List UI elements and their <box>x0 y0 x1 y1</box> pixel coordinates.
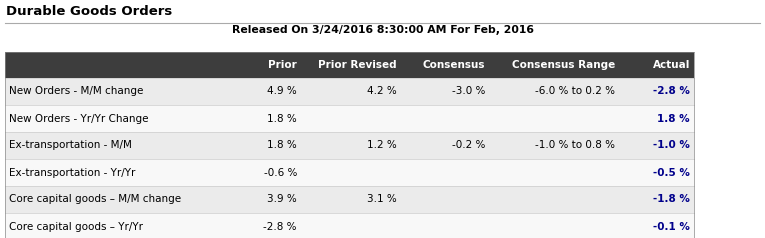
Text: -2.8 %: -2.8 % <box>263 222 297 232</box>
Bar <box>5 78 694 105</box>
Text: -1.0 % to 0.8 %: -1.0 % to 0.8 % <box>535 140 615 150</box>
Text: Durable Goods Orders: Durable Goods Orders <box>6 5 172 18</box>
Text: Prior Revised: Prior Revised <box>318 60 397 70</box>
Text: Core capital goods – Yr/Yr: Core capital goods – Yr/Yr <box>9 222 143 232</box>
Text: 4.2 %: 4.2 % <box>367 86 397 96</box>
Text: -3.0 %: -3.0 % <box>451 86 485 96</box>
Bar <box>5 132 694 159</box>
Text: -1.8 %: -1.8 % <box>653 194 690 204</box>
Text: 1.2 %: 1.2 % <box>367 140 397 150</box>
Text: Prior: Prior <box>269 60 297 70</box>
Text: 1.8 %: 1.8 % <box>267 114 297 124</box>
Text: Ex-transportation - Yr/Yr: Ex-transportation - Yr/Yr <box>9 168 135 178</box>
Bar <box>5 105 694 132</box>
Text: New Orders - Yr/Yr Change: New Orders - Yr/Yr Change <box>9 114 148 124</box>
Text: 4.9 %: 4.9 % <box>267 86 297 96</box>
Text: Consensus Range: Consensus Range <box>512 60 615 70</box>
Text: -0.6 %: -0.6 % <box>264 168 297 178</box>
Text: 1.8 %: 1.8 % <box>267 140 297 150</box>
Text: Ex-transportation - M/M: Ex-transportation - M/M <box>9 140 132 150</box>
Bar <box>5 159 694 186</box>
Text: -0.2 %: -0.2 % <box>451 140 485 150</box>
Text: Consensus: Consensus <box>422 60 485 70</box>
Text: New Orders - M/M change: New Orders - M/M change <box>9 86 143 96</box>
Text: Core capital goods – M/M change: Core capital goods – M/M change <box>9 194 181 204</box>
Text: -6.0 % to 0.2 %: -6.0 % to 0.2 % <box>535 86 615 96</box>
Text: 3.1 %: 3.1 % <box>367 194 397 204</box>
Text: Released On 3/24/2016 8:30:00 AM For Feb, 2016: Released On 3/24/2016 8:30:00 AM For Feb… <box>232 25 533 35</box>
Bar <box>5 52 694 78</box>
Bar <box>5 213 694 238</box>
Text: -2.8 %: -2.8 % <box>653 86 690 96</box>
Text: 1.8 %: 1.8 % <box>657 114 690 124</box>
Text: -0.5 %: -0.5 % <box>653 168 690 178</box>
Text: -0.1 %: -0.1 % <box>653 222 690 232</box>
Text: 3.9 %: 3.9 % <box>267 194 297 204</box>
Bar <box>5 186 694 213</box>
Text: Actual: Actual <box>653 60 690 70</box>
Text: -1.0 %: -1.0 % <box>653 140 690 150</box>
